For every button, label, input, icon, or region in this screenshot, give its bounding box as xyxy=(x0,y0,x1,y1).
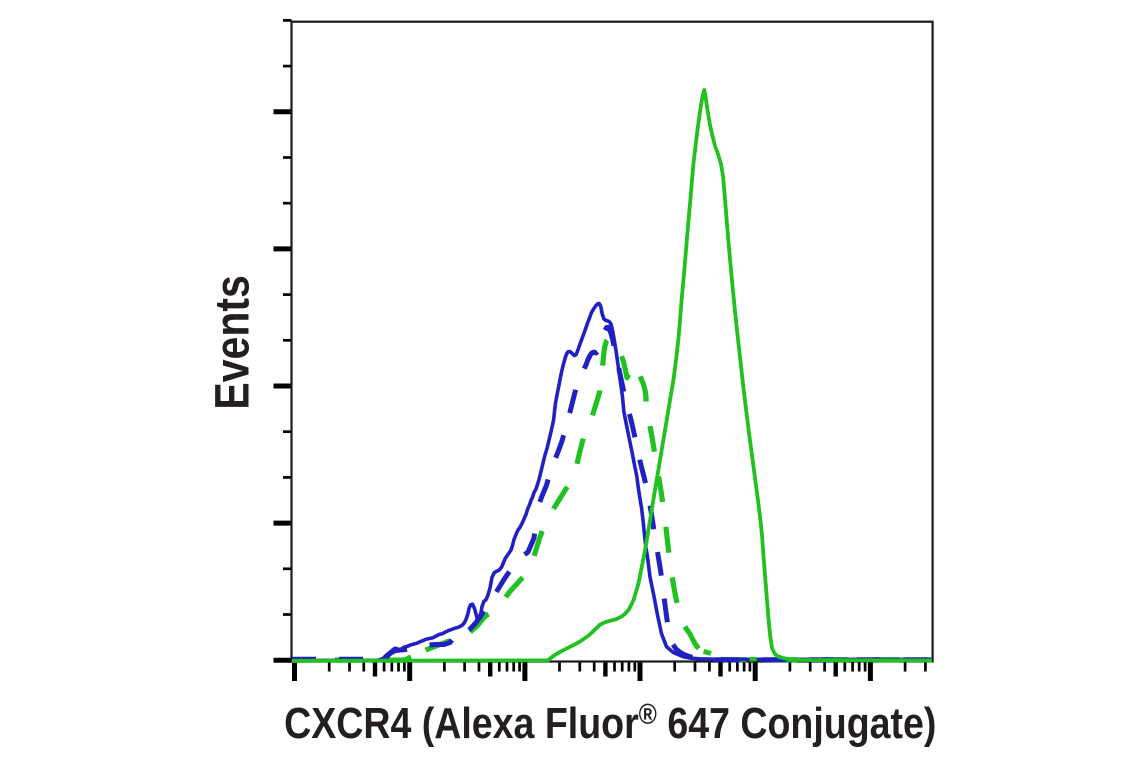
svg-text:Events: Events xyxy=(206,275,259,409)
svg-text:CXCR4 (Alexa Fluor® 647 Conjug: CXCR4 (Alexa Fluor® 647 Conjugate) xyxy=(284,698,936,748)
